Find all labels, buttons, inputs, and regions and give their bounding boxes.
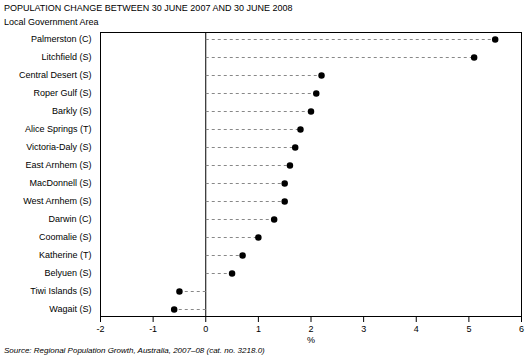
svg-text:Tiwi Islands (S): Tiwi Islands (S) [30,286,91,296]
svg-text:Darwin (C): Darwin (C) [48,214,91,224]
html-text:Source: Regional Population Gr: Source: Regional Population Growth, Aust… [4,346,265,355]
svg-text:6: 6 [519,324,524,334]
svg-text:Victoria-Daly (S): Victoria-Daly (S) [26,142,91,152]
svg-text:Roper Gulf (S): Roper Gulf (S) [33,88,91,98]
svg-text:Litchfield (S): Litchfield (S) [41,52,91,62]
svg-text:Katherine (T): Katherine (T) [39,250,92,260]
svg-text:2: 2 [308,324,313,334]
svg-text:-1: -1 [149,324,157,334]
html-text:Local Government Area: Local Government Area [4,17,99,27]
svg-text:Alice Springs (T): Alice Springs (T) [25,124,92,134]
svg-text:5: 5 [466,324,471,334]
svg-text:West Arnhem (S): West Arnhem (S) [23,196,91,206]
svg-text:0: 0 [203,324,208,334]
svg-text:3: 3 [361,324,366,334]
svg-text:Wagait (S): Wagait (S) [49,304,91,314]
svg-text:East Arnhem (S): East Arnhem (S) [25,160,91,170]
svg-text:Coomalie (S): Coomalie (S) [39,232,92,242]
html-text:POPULATION CHANGE BETWEEN 30 J: POPULATION CHANGE BETWEEN 30 JUNE 2007 A… [4,3,293,13]
svg-text:4: 4 [414,324,419,334]
svg-text:-2: -2 [96,324,104,334]
svg-text:Central Desert (S): Central Desert (S) [19,70,92,80]
svg-text:Barkly (S): Barkly (S) [52,106,92,116]
svg-text:Palmerston (C): Palmerston (C) [31,34,92,44]
svg-text:MacDonnell (S): MacDonnell (S) [29,178,91,188]
svg-text:1: 1 [256,324,261,334]
svg-text:%: % [307,335,315,345]
svg-text:Belyuen (S): Belyuen (S) [44,268,91,278]
